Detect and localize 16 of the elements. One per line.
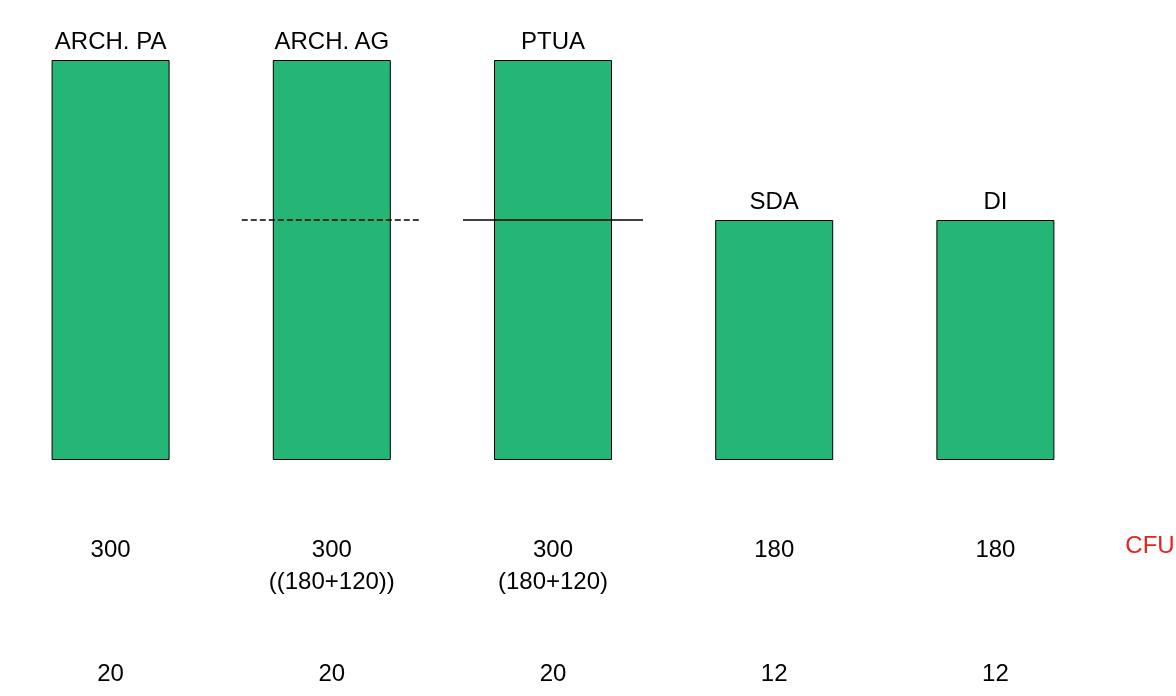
text: 20 [539, 658, 567, 686]
data-label: 300 ((180+120)) [268, 534, 395, 594]
data-label: 180 [975, 534, 1016, 562]
data-label: 180 [754, 534, 795, 562]
x-tick-label: SDA [749, 186, 799, 214]
x-tick-label: PTUA [520, 26, 586, 54]
x-tick-label: DI [983, 186, 1008, 214]
text: 20 [97, 658, 124, 686]
data-label: 300 (180+120) [497, 534, 609, 594]
text: CFU [1125, 530, 1175, 558]
text: 20 [318, 658, 346, 686]
data-label: 300 [90, 534, 131, 562]
x-tick-label: ARCH. PA [54, 26, 167, 54]
text: 12 [982, 658, 1009, 686]
x-tick-label: ARCH. AG [274, 26, 390, 54]
text: 12 [760, 658, 788, 686]
